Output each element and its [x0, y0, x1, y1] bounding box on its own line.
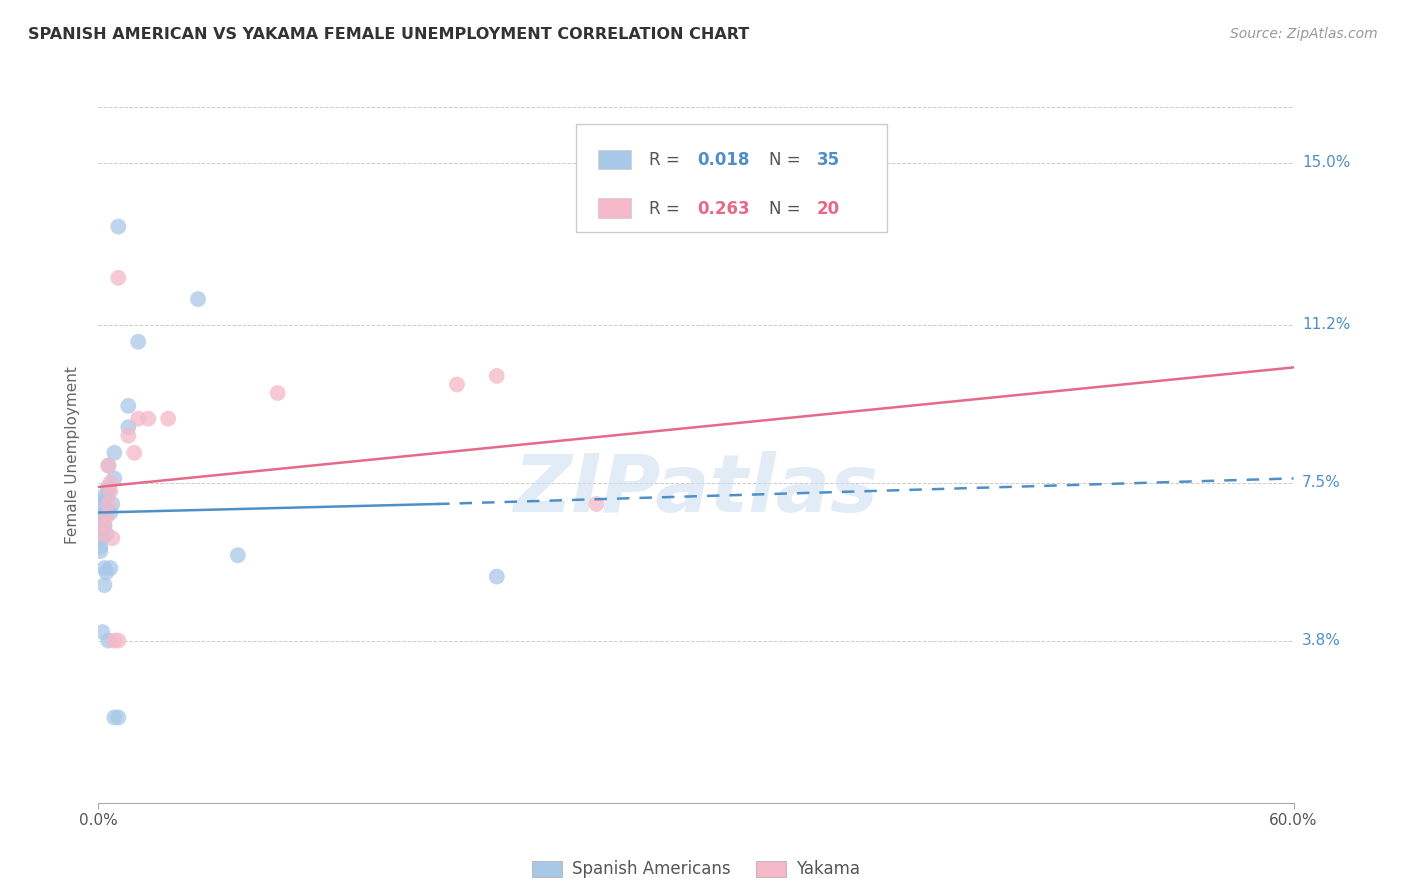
- Point: [93, 501, 115, 516]
- Text: 0.018: 0.018: [697, 152, 749, 169]
- Y-axis label: Female Unemployment: Female Unemployment: [65, 366, 80, 544]
- Point: [485, 569, 508, 583]
- Point: [96, 566, 118, 580]
- Bar: [598, 150, 631, 169]
- Point: [103, 633, 125, 648]
- Point: [117, 399, 139, 413]
- Point: [97, 484, 120, 499]
- Point: [157, 411, 180, 425]
- Point: [93, 492, 115, 507]
- Point: [93, 561, 115, 575]
- Point: [97, 497, 120, 511]
- Point: [127, 334, 149, 349]
- Text: N =: N =: [769, 200, 806, 218]
- Text: 11.2%: 11.2%: [1302, 318, 1350, 332]
- Point: [107, 270, 129, 285]
- Bar: [598, 198, 631, 218]
- Point: [101, 531, 124, 545]
- Point: [96, 509, 118, 524]
- Point: [96, 506, 118, 520]
- Point: [98, 475, 122, 490]
- Point: [89, 544, 111, 558]
- Text: 20: 20: [817, 200, 839, 218]
- Point: [103, 471, 125, 485]
- Point: [97, 480, 120, 494]
- Point: [91, 531, 114, 545]
- Text: N =: N =: [769, 152, 806, 169]
- Point: [107, 710, 129, 724]
- Point: [89, 540, 111, 554]
- Point: [107, 633, 129, 648]
- Point: [98, 561, 122, 575]
- Point: [226, 548, 249, 562]
- Point: [101, 497, 124, 511]
- Text: 15.0%: 15.0%: [1302, 155, 1350, 170]
- Point: [117, 420, 139, 434]
- Point: [93, 488, 115, 502]
- Point: [89, 514, 111, 528]
- Point: [485, 368, 508, 383]
- Text: 3.8%: 3.8%: [1302, 633, 1341, 648]
- Point: [96, 527, 118, 541]
- Text: Source: ZipAtlas.com: Source: ZipAtlas.com: [1230, 27, 1378, 41]
- Text: 0.263: 0.263: [697, 200, 749, 218]
- Point: [124, 446, 146, 460]
- Text: 35: 35: [817, 152, 839, 169]
- Text: R =: R =: [650, 152, 685, 169]
- Text: ZIPatlas: ZIPatlas: [513, 450, 879, 529]
- Point: [91, 497, 114, 511]
- Point: [93, 518, 115, 533]
- Point: [89, 523, 111, 537]
- Point: [103, 446, 125, 460]
- Point: [187, 292, 209, 306]
- Point: [136, 411, 159, 425]
- Point: [97, 458, 120, 473]
- Point: [97, 633, 120, 648]
- Point: [107, 219, 129, 234]
- FancyBboxPatch shape: [576, 124, 887, 232]
- Text: SPANISH AMERICAN VS YAKAMA FEMALE UNEMPLOYMENT CORRELATION CHART: SPANISH AMERICAN VS YAKAMA FEMALE UNEMPL…: [28, 27, 749, 42]
- Text: 7.5%: 7.5%: [1302, 475, 1340, 491]
- Point: [91, 625, 114, 640]
- Point: [97, 458, 120, 473]
- Point: [267, 386, 290, 401]
- Point: [93, 518, 115, 533]
- Point: [98, 506, 122, 520]
- Point: [98, 484, 122, 499]
- Point: [91, 509, 114, 524]
- Point: [585, 497, 607, 511]
- Point: [446, 377, 468, 392]
- Point: [103, 710, 125, 724]
- Point: [93, 578, 115, 592]
- Point: [91, 527, 114, 541]
- Point: [127, 411, 149, 425]
- Legend: Spanish Americans, Yakama: Spanish Americans, Yakama: [526, 854, 866, 885]
- Point: [117, 428, 139, 442]
- Text: R =: R =: [650, 200, 685, 218]
